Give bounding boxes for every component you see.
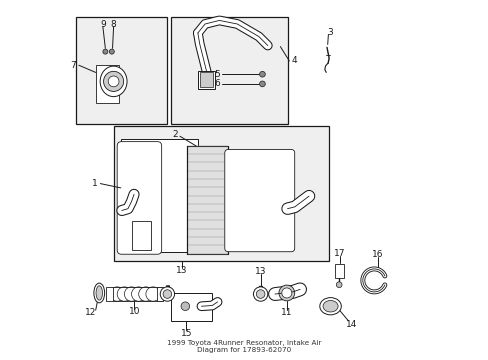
Text: 6: 6 xyxy=(214,80,220,89)
FancyBboxPatch shape xyxy=(224,149,294,252)
Bar xyxy=(76,17,167,125)
Text: 7: 7 xyxy=(70,61,76,70)
Text: 13: 13 xyxy=(176,266,187,275)
Circle shape xyxy=(336,282,341,288)
Circle shape xyxy=(109,49,114,54)
Circle shape xyxy=(145,287,160,301)
Circle shape xyxy=(131,287,145,301)
Circle shape xyxy=(281,288,291,298)
Text: 9: 9 xyxy=(100,19,105,28)
Text: 3: 3 xyxy=(326,28,332,37)
Text: 12: 12 xyxy=(85,308,97,317)
Bar xyxy=(131,221,151,250)
Text: 14: 14 xyxy=(346,320,357,329)
Circle shape xyxy=(102,49,108,54)
Bar xyxy=(199,72,213,87)
Circle shape xyxy=(259,71,265,77)
Circle shape xyxy=(124,287,139,301)
Circle shape xyxy=(163,290,171,298)
Bar xyxy=(171,293,212,320)
Bar xyxy=(187,146,228,253)
Circle shape xyxy=(181,302,189,311)
Ellipse shape xyxy=(96,286,102,300)
Bar xyxy=(106,287,113,301)
Bar xyxy=(96,65,119,103)
Circle shape xyxy=(256,290,264,298)
Ellipse shape xyxy=(323,301,337,312)
Text: 10: 10 xyxy=(128,307,140,316)
Circle shape xyxy=(103,71,123,91)
Ellipse shape xyxy=(319,298,341,315)
Circle shape xyxy=(139,287,153,301)
Circle shape xyxy=(110,287,124,301)
Text: 2: 2 xyxy=(172,130,178,139)
Bar xyxy=(113,126,328,261)
Bar xyxy=(334,264,343,278)
Circle shape xyxy=(160,287,174,301)
Circle shape xyxy=(278,285,294,301)
Bar xyxy=(156,287,163,301)
Circle shape xyxy=(117,287,131,301)
Circle shape xyxy=(259,81,265,87)
Circle shape xyxy=(108,76,119,87)
Ellipse shape xyxy=(94,283,104,303)
Bar xyxy=(171,17,287,125)
Text: 17: 17 xyxy=(333,249,345,258)
Ellipse shape xyxy=(100,66,127,96)
Text: 1: 1 xyxy=(92,179,98,188)
Text: 4: 4 xyxy=(291,57,297,66)
Text: 13: 13 xyxy=(254,267,266,276)
Text: 15: 15 xyxy=(180,329,192,338)
Text: 1999 Toyota 4Runner Resonator, Intake Air
Diagram for 17893-62070: 1999 Toyota 4Runner Resonator, Intake Ai… xyxy=(167,340,321,353)
Text: 8: 8 xyxy=(110,19,116,28)
Text: 11: 11 xyxy=(281,308,292,317)
Circle shape xyxy=(253,287,267,301)
Bar xyxy=(198,71,215,89)
Text: 5: 5 xyxy=(214,70,220,79)
Text: 16: 16 xyxy=(371,250,383,259)
FancyBboxPatch shape xyxy=(117,141,162,254)
Bar xyxy=(121,139,198,252)
